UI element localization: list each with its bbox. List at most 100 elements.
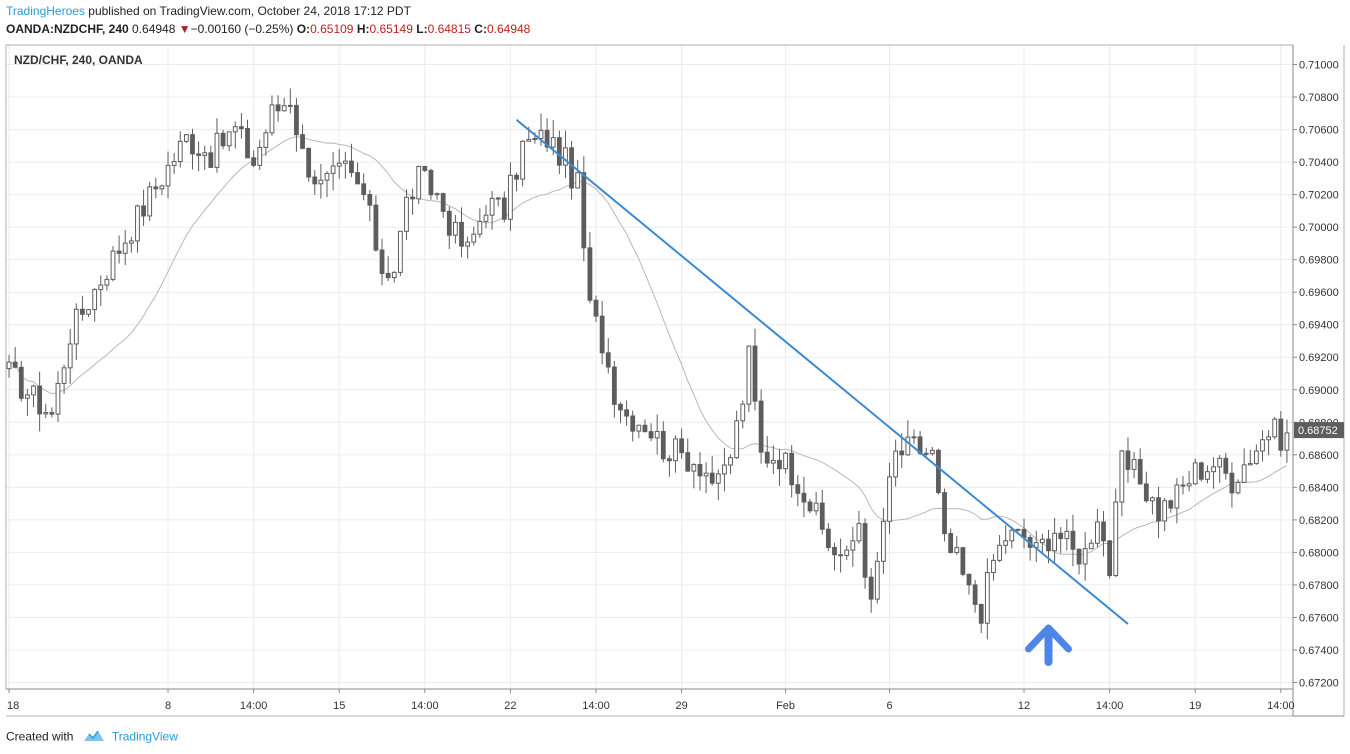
- close-value: 0.64948: [486, 22, 531, 36]
- candle-down: [1198, 462, 1204, 480]
- candle-down: [685, 452, 691, 472]
- candle-up: [1052, 532, 1057, 552]
- candle-down: [801, 492, 807, 503]
- candle-down: [251, 157, 257, 166]
- candle-down: [1137, 459, 1143, 485]
- candle-up: [263, 132, 269, 148]
- candle-up: [783, 452, 788, 470]
- candle-down: [361, 183, 367, 195]
- high-value: 0.65149: [369, 22, 413, 36]
- candle-down: [1168, 500, 1174, 509]
- candle-down: [1101, 521, 1106, 542]
- candle-down: [972, 584, 978, 605]
- candle-up: [1235, 481, 1241, 494]
- candle-down: [832, 546, 837, 556]
- low-label: L:: [416, 22, 428, 36]
- candle-down: [459, 221, 464, 247]
- x-tick-label: 14:00: [411, 700, 439, 712]
- candle-up: [703, 472, 709, 477]
- candle-up: [740, 403, 746, 422]
- candle-down: [648, 431, 654, 439]
- candle-down: [838, 554, 843, 557]
- candle-up: [538, 129, 544, 140]
- candle-down: [141, 205, 146, 217]
- candle-down: [899, 450, 905, 456]
- candle-down: [599, 315, 605, 354]
- candle-up: [1162, 500, 1168, 522]
- current-price-label: 0.68752: [1298, 425, 1338, 437]
- candle-up: [550, 137, 556, 148]
- candle-up: [1205, 471, 1210, 480]
- close-label: C:: [474, 22, 487, 36]
- candle-up: [61, 367, 67, 384]
- candle-down: [923, 452, 929, 455]
- candle-up: [673, 438, 678, 462]
- x-tick-label: 19: [1189, 700, 1201, 712]
- candle-down: [544, 129, 550, 148]
- candle-down: [948, 533, 954, 554]
- y-tick-label: 0.71000: [1299, 60, 1339, 72]
- tradingview-link[interactable]: TradingView: [111, 729, 178, 744]
- candle-down: [275, 104, 281, 112]
- trendline-group[interactable]: [515, 119, 1129, 625]
- candle-up: [330, 165, 336, 174]
- candle-up: [997, 544, 1002, 561]
- candle-down: [642, 424, 648, 433]
- candle-up: [728, 457, 733, 466]
- created-with-text: Created with: [6, 729, 74, 744]
- candle-up: [563, 147, 568, 166]
- candle-up: [202, 152, 208, 156]
- candle-down: [446, 210, 452, 236]
- candle-down: [1076, 548, 1082, 565]
- candle-up: [183, 134, 189, 142]
- ohlc-line: OANDA:NZDCHF, 240 0.64948 ▼−0.00160 (−0.…: [6, 22, 530, 36]
- candle-down: [1229, 472, 1235, 494]
- candle-down: [1223, 457, 1229, 474]
- y-tick-label: 0.68000: [1299, 547, 1339, 559]
- candle-up: [135, 205, 140, 242]
- candle-up: [495, 197, 501, 200]
- candle-up: [575, 172, 581, 189]
- candle-up: [1150, 497, 1155, 502]
- candle-down: [49, 412, 55, 415]
- candle-down: [501, 197, 507, 220]
- trendline[interactable]: [515, 119, 1129, 625]
- candle-up: [1082, 548, 1088, 565]
- candle-down: [807, 501, 813, 512]
- candle-down: [862, 523, 868, 578]
- candle-down: [294, 104, 299, 136]
- candle-up: [147, 186, 153, 217]
- candle-down: [190, 134, 195, 155]
- candle-up: [55, 382, 61, 415]
- candle-down: [196, 153, 201, 156]
- candle-up: [477, 220, 483, 235]
- candle-up: [128, 240, 134, 244]
- chart-title: NZD/CHF, 240, OANDA: [14, 53, 143, 67]
- author-link[interactable]: TradingHeroes: [6, 4, 85, 18]
- candle-down: [758, 400, 764, 453]
- candle-down: [245, 128, 250, 159]
- moving-average: [8, 136, 1288, 556]
- x-tick-label: 8: [165, 700, 171, 712]
- candle-down: [611, 366, 617, 405]
- candle-up: [1284, 432, 1290, 451]
- candle-down: [569, 147, 574, 189]
- candle-down: [153, 186, 159, 190]
- candle-up: [25, 394, 30, 399]
- candle-up: [171, 161, 177, 166]
- down-arrow-icon: ▼: [178, 22, 191, 36]
- candle-down: [1180, 484, 1186, 487]
- candle-up: [654, 431, 660, 439]
- candle-up: [1113, 501, 1119, 577]
- y-tick-label: 0.67200: [1299, 677, 1339, 689]
- candle-up: [391, 271, 397, 279]
- y-tick-label: 0.70000: [1299, 222, 1339, 234]
- candle-down: [1278, 418, 1284, 451]
- candle-down: [367, 193, 373, 206]
- published-text: published on TradingView.com, October 24…: [88, 4, 411, 18]
- y-tick-label: 0.68600: [1299, 450, 1339, 462]
- chart-grid: [6, 45, 1293, 689]
- current-price-tag: 0.68752: [1294, 422, 1344, 439]
- candle-up: [1003, 540, 1009, 546]
